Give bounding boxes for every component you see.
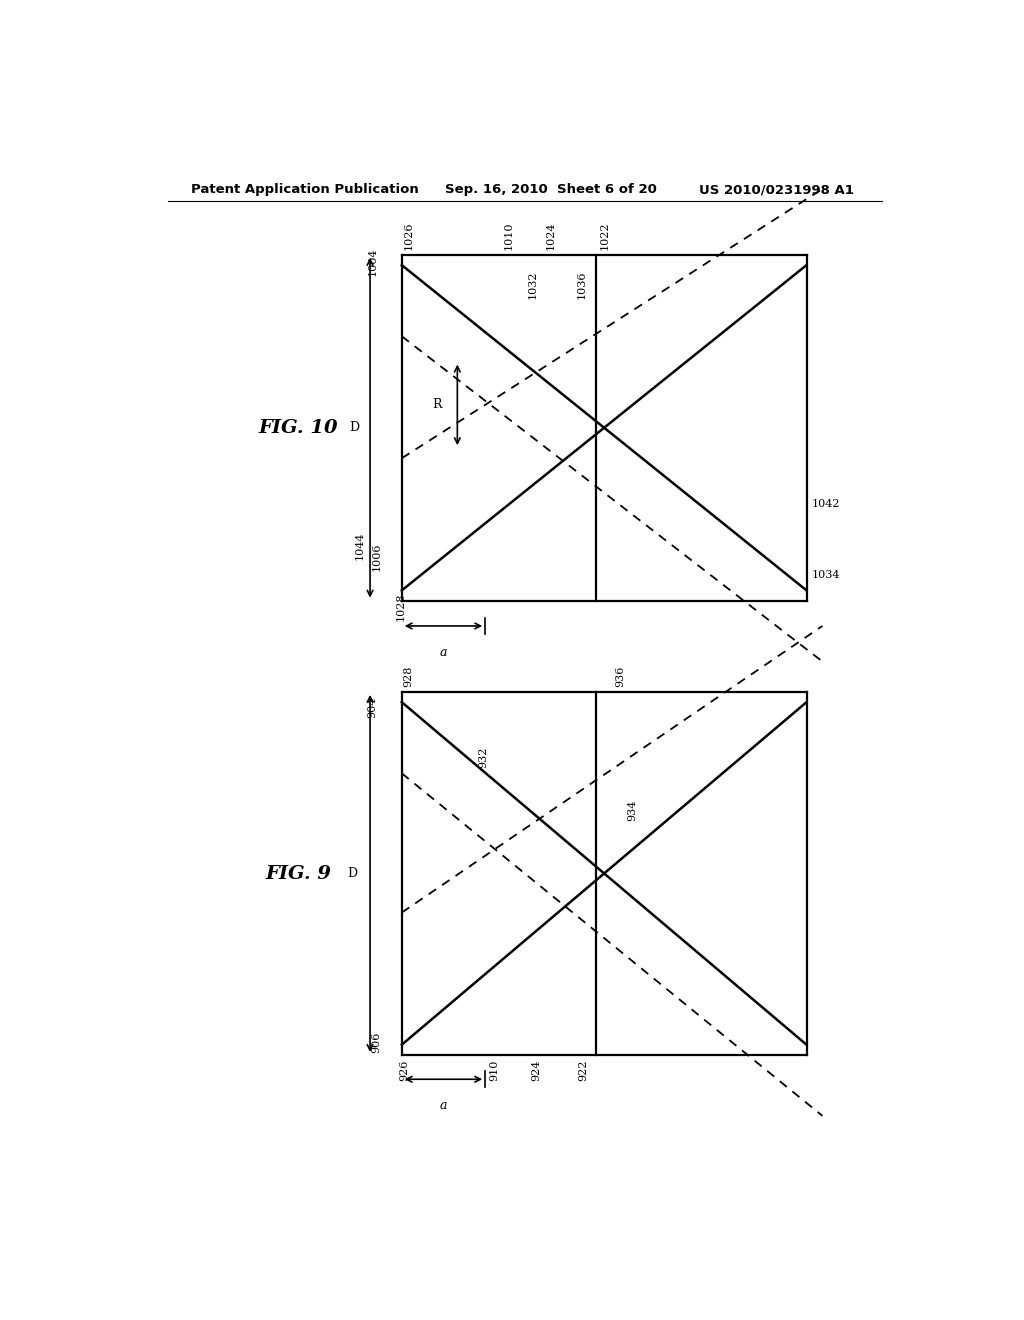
Text: 1044: 1044 bbox=[354, 532, 365, 560]
Text: FIG. 10: FIG. 10 bbox=[259, 418, 339, 437]
Text: a: a bbox=[439, 647, 446, 659]
Text: 1032: 1032 bbox=[527, 271, 538, 298]
Text: 934: 934 bbox=[627, 800, 637, 821]
Text: 904: 904 bbox=[368, 697, 378, 718]
Text: 932: 932 bbox=[478, 747, 488, 768]
Text: FIG. 9: FIG. 9 bbox=[265, 865, 332, 883]
Text: R: R bbox=[433, 397, 442, 411]
Text: 1024: 1024 bbox=[546, 222, 556, 249]
Text: 924: 924 bbox=[531, 1060, 542, 1081]
Text: D: D bbox=[349, 421, 359, 434]
Text: 922: 922 bbox=[579, 1060, 589, 1081]
Text: D: D bbox=[347, 867, 357, 880]
Text: Sep. 16, 2010  Sheet 6 of 20: Sep. 16, 2010 Sheet 6 of 20 bbox=[445, 183, 657, 197]
Text: 906: 906 bbox=[372, 1032, 381, 1053]
Text: 1010: 1010 bbox=[504, 222, 514, 249]
Text: 1004: 1004 bbox=[368, 248, 378, 276]
Text: 1022: 1022 bbox=[599, 222, 609, 249]
Text: Patent Application Publication: Patent Application Publication bbox=[191, 183, 419, 197]
Text: 910: 910 bbox=[489, 1060, 500, 1081]
Text: 1026: 1026 bbox=[403, 222, 413, 249]
Text: 1034: 1034 bbox=[812, 570, 841, 579]
Text: 928: 928 bbox=[403, 665, 413, 686]
Text: 1042: 1042 bbox=[812, 499, 841, 510]
Text: 1036: 1036 bbox=[577, 271, 587, 298]
Text: 1028: 1028 bbox=[395, 593, 406, 620]
Text: 936: 936 bbox=[615, 665, 625, 686]
Text: 926: 926 bbox=[399, 1060, 410, 1081]
Text: a: a bbox=[439, 1098, 446, 1111]
Text: 1006: 1006 bbox=[372, 543, 381, 572]
Text: US 2010/0231998 A1: US 2010/0231998 A1 bbox=[699, 183, 854, 197]
